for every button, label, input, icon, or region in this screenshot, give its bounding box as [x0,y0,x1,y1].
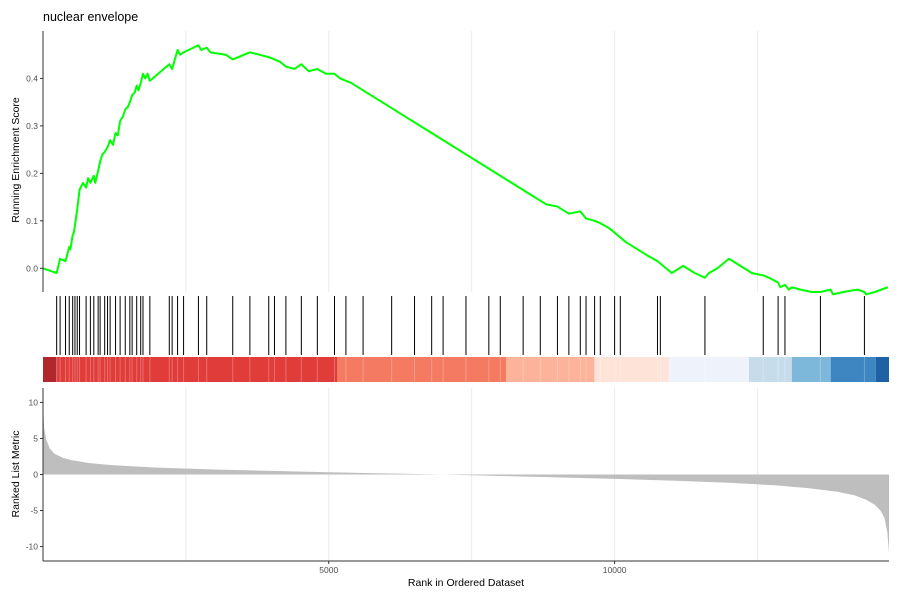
metric-y-tick-label: 0 [33,470,38,480]
running-score-series [42,44,889,296]
metric-y-tick-label: -5 [30,506,38,516]
color-band-segment [830,357,876,382]
metric-y-tick-label: -10 [26,542,39,552]
score-y-tick-label: 0.3 [26,121,38,131]
x-tick-label: 10000 [603,565,627,575]
color-band-segment [791,357,831,382]
color-band-segment [43,357,57,382]
color-band-segment [875,357,889,382]
ranked-metric-axis-title: Ranked List Metric [10,431,22,518]
running-score-line [42,44,889,296]
rank-color-band [43,357,889,382]
metric-y-tick-label: 5 [33,433,38,443]
color-band-segment [668,357,749,382]
color-band-segment [505,357,595,382]
ranked-metric-area [43,402,889,553]
ranked-metric-fill [43,402,889,553]
running-score-axis-title: Running Enrichment Score [10,97,22,223]
color-band-segment [337,357,506,382]
chart-title: nuclear envelope [43,10,138,24]
tick-labels: 0.0 0.1 0.2 0.3 0.4 10 5 0 -5 -10 5000 10000 [26,73,627,575]
metric-y-tick-label: 10 [29,397,39,407]
x-axis-title: Rank in Ordered Dataset [408,577,524,589]
gene-hit-marks [56,296,865,355]
score-y-tick-label: 0.2 [26,168,38,178]
color-band-segment [56,357,338,382]
x-tick-label: 5000 [319,565,338,575]
score-y-tick-label: 0.1 [26,216,38,226]
color-band-segment [748,357,792,382]
score-panel-grid [185,31,759,292]
score-y-tick-label: 0.4 [26,73,38,83]
color-band-segment [594,357,669,382]
score-y-tick-label: 0.0 [26,263,38,273]
